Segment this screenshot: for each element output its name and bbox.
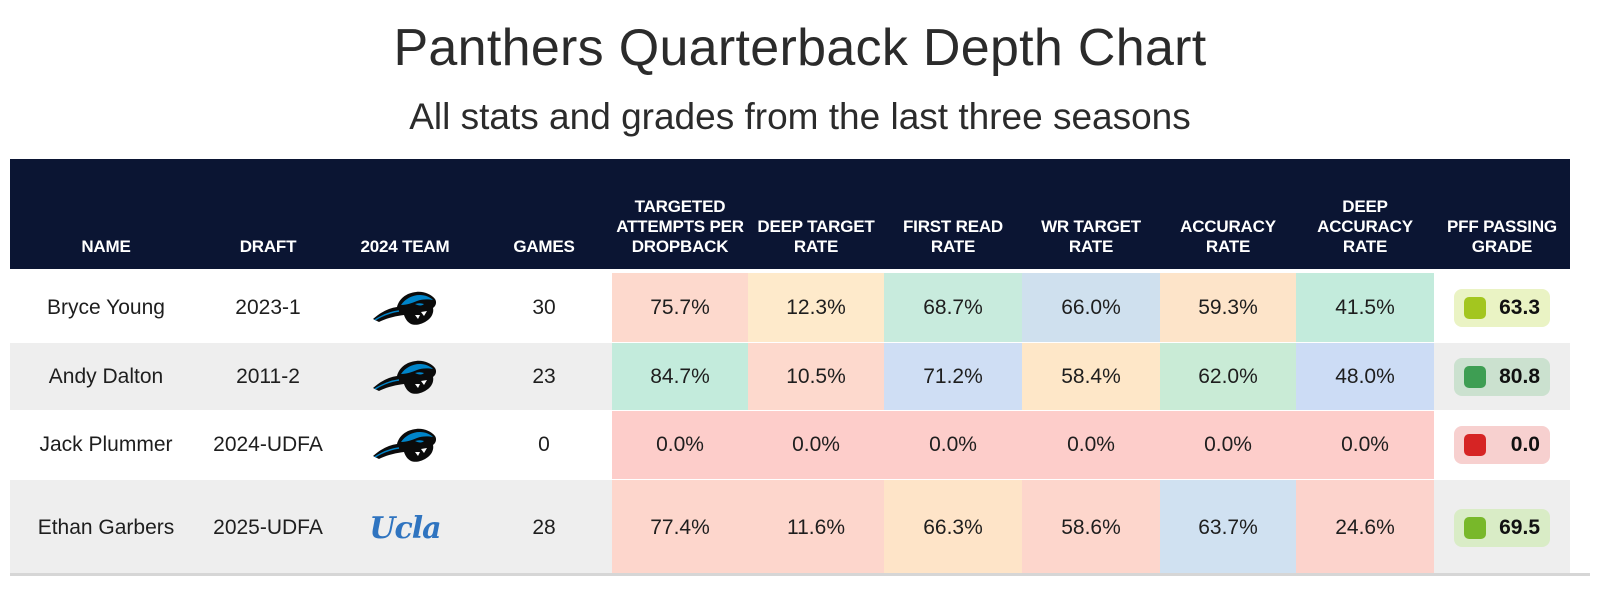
header-pff-passing-grade[interactable]: PFF PASSING GRADE	[1434, 159, 1570, 269]
grade-color-indicator	[1464, 517, 1486, 539]
games-cell: 30	[476, 273, 612, 342]
ucla-logo: Ucla	[369, 510, 441, 546]
stat-accuracy-rate: 0.0%	[1160, 411, 1296, 479]
stat-accuracy-rate: 62.0%	[1160, 343, 1296, 410]
grade-cell: 63.3	[1434, 273, 1570, 342]
stat-targeted-attempts: 0.0%	[612, 411, 748, 479]
grade-cell: 80.8	[1434, 343, 1570, 410]
games-cell: 23	[476, 343, 612, 410]
stat-targeted-attempts: 77.4%	[612, 480, 748, 576]
stat-deep-accuracy-rate: 41.5%	[1296, 273, 1434, 342]
grade-badge: 69.5	[1454, 509, 1550, 547]
header-wr-target-rate[interactable]: WR TARGET RATE	[1022, 159, 1160, 269]
grade-color-indicator	[1464, 296, 1486, 319]
chart-subtitle: All stats and grades from the last three…	[409, 96, 1191, 137]
stat-deep-accuracy-rate: 48.0%	[1296, 343, 1434, 410]
header-accuracy-rate[interactable]: ACCURACY RATE	[1160, 159, 1296, 269]
player-name: Andy Dalton	[10, 343, 202, 410]
header-deep-target-rate[interactable]: DEEP TARGET RATE	[748, 159, 884, 269]
panthers-logo	[371, 288, 439, 328]
player-name: Ethan Garbers	[10, 480, 202, 576]
stat-deep-target-rate: 0.0%	[748, 411, 884, 479]
header-team[interactable]: 2024 TEAM	[334, 159, 476, 269]
draft-cell: 2025-UDFA	[202, 480, 334, 576]
stat-first-read-rate: 0.0%	[884, 411, 1022, 479]
depth-chart-table: NAME DRAFT 2024 TEAM GAMES TARGETED ATTEMPTS…	[10, 159, 1590, 576]
grade-value: 0.0	[1510, 433, 1540, 456]
stat-first-read-rate: 66.3%	[884, 480, 1022, 576]
header-games[interactable]: GAMES	[476, 159, 612, 269]
chart-title: Panthers Quarterback Depth Chart	[393, 19, 1207, 77]
stat-wr-target-rate: 0.0%	[1022, 411, 1160, 479]
stat-first-read-rate: 71.2%	[884, 343, 1022, 410]
grade-value: 80.8	[1499, 364, 1540, 388]
grade-cell: 69.5	[1434, 480, 1570, 576]
grade-badge: 63.3	[1454, 288, 1550, 327]
draft-cell: 2011-2	[202, 343, 334, 410]
header-first-read-rate[interactable]: FIRST READ RATE	[884, 159, 1022, 269]
table-bottom-border	[10, 573, 1590, 576]
grade-badge: 0.0	[1454, 426, 1550, 464]
panthers-logo	[371, 425, 439, 465]
stat-targeted-attempts: 84.7%	[612, 343, 748, 410]
panthers-logo	[371, 357, 439, 397]
stat-deep-accuracy-rate: 24.6%	[1296, 480, 1434, 576]
grade-color-indicator	[1464, 434, 1486, 456]
header-targeted-attempts[interactable]: TARGETED ATTEMPTS PER DROPBACK	[612, 159, 748, 269]
player-name: Jack Plummer	[10, 411, 202, 479]
stat-deep-target-rate: 11.6%	[748, 480, 884, 576]
games-cell: 28	[476, 480, 612, 576]
grade-value: 69.5	[1499, 516, 1540, 539]
draft-cell: 2023-1	[202, 273, 334, 342]
team-logo-cell	[334, 273, 476, 342]
stat-deep-target-rate: 10.5%	[748, 343, 884, 410]
stat-accuracy-rate: 63.7%	[1160, 480, 1296, 576]
team-logo-cell: Ucla	[334, 480, 476, 576]
stat-wr-target-rate: 66.0%	[1022, 273, 1160, 342]
team-logo-cell	[334, 343, 476, 410]
stat-targeted-attempts: 75.7%	[612, 273, 748, 342]
stat-wr-target-rate: 58.4%	[1022, 343, 1160, 410]
grade-cell: 0.0	[1434, 411, 1570, 479]
stat-first-read-rate: 68.7%	[884, 273, 1022, 342]
draft-cell: 2024-UDFA	[202, 411, 334, 479]
header-draft[interactable]: DRAFT	[202, 159, 334, 269]
games-cell: 0	[476, 411, 612, 479]
grade-color-indicator	[1464, 365, 1486, 388]
stat-deep-accuracy-rate: 0.0%	[1296, 411, 1434, 479]
stat-accuracy-rate: 59.3%	[1160, 273, 1296, 342]
team-logo-cell	[334, 411, 476, 479]
grade-badge: 80.8	[1454, 357, 1550, 396]
stat-deep-target-rate: 12.3%	[748, 273, 884, 342]
grade-value: 63.3	[1499, 295, 1540, 319]
header-name[interactable]: NAME	[10, 159, 202, 269]
header-deep-accuracy-rate[interactable]: DEEP ACCURACY RATE	[1296, 159, 1434, 269]
player-name: Bryce Young	[10, 273, 202, 342]
stat-wr-target-rate: 58.6%	[1022, 480, 1160, 576]
